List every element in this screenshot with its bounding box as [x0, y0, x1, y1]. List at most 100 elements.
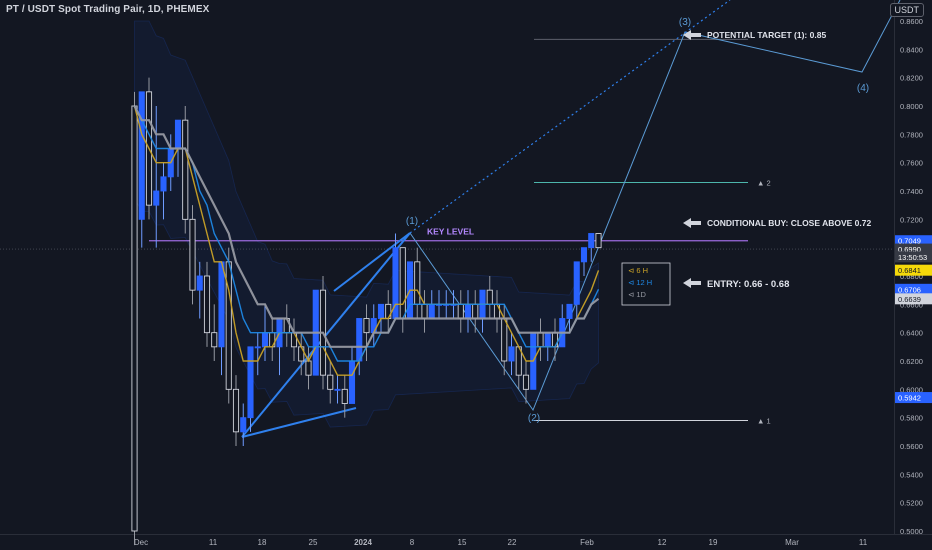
candle-body[interactable]	[414, 261, 421, 305]
y-tick-label: 0.6400	[900, 329, 923, 338]
price-label: 0.6841	[898, 266, 921, 275]
y-tick-label: 0.6200	[900, 357, 923, 366]
wave-label: (3)	[679, 17, 691, 28]
price-label-bg	[895, 251, 932, 263]
y-tick-label: 0.6000	[900, 385, 923, 394]
y-tick-label: 0.8600	[900, 17, 923, 26]
price-label-bg	[895, 264, 932, 276]
wave-label: (2)	[528, 413, 540, 424]
candle-body[interactable]	[203, 275, 211, 334]
moving-average-line[interactable]	[133, 105, 600, 348]
wave-line-low[interactable]	[241, 407, 357, 438]
symbol-title: PT / USDT Spot Trading Pair, 1D, PHEMEX	[6, 4, 210, 15]
candle-body[interactable]	[182, 119, 189, 220]
candle-body[interactable]	[464, 303, 472, 319]
candle-body[interactable]	[131, 105, 138, 532]
entry-arrow	[683, 278, 701, 288]
candle-body[interactable]	[189, 218, 196, 291]
wave-label: (1)	[406, 216, 418, 227]
candle-body[interactable]	[501, 318, 508, 362]
candle-body[interactable]	[211, 332, 218, 348]
candle-body[interactable]	[457, 303, 464, 319]
price-label-bg	[895, 235, 932, 247]
candle-body[interactable]	[153, 190, 160, 206]
candle-body[interactable]	[348, 360, 356, 404]
x-tick-label: 25	[309, 538, 318, 547]
conditional-buy-arrow	[683, 218, 701, 228]
candle-body[interactable]	[356, 318, 363, 362]
price-label-bg	[895, 283, 932, 295]
y-tick-label: 0.7200	[900, 215, 923, 224]
elliott-wave-path[interactable]	[409, 0, 901, 412]
x-tick-label: 15	[458, 538, 467, 547]
candle-body[interactable]	[261, 332, 269, 348]
price-label-bg	[895, 392, 932, 404]
y-tick-label: 0.5000	[900, 527, 923, 536]
candle-body[interactable]	[537, 332, 544, 348]
price-label-bg	[895, 243, 932, 255]
x-tick-label: 2024	[354, 538, 372, 547]
currency-button[interactable]: USDT	[889, 3, 924, 17]
candle-body[interactable]	[232, 388, 240, 433]
wave-line-mid[interactable]	[333, 232, 411, 292]
candle-body[interactable]	[218, 261, 225, 348]
x-tick-label: Feb	[580, 538, 594, 547]
x-tick-label: 12	[658, 538, 667, 547]
candle-body[interactable]	[522, 374, 530, 390]
candle-body[interactable]	[377, 303, 385, 319]
candle-body[interactable]	[174, 119, 182, 149]
y-tick-label: 0.7800	[900, 130, 923, 139]
candle-body[interactable]	[595, 233, 602, 249]
x-tick-label: 8	[410, 538, 415, 547]
y-tick-label: 0.5200	[900, 499, 923, 508]
candle-body[interactable]	[305, 360, 312, 376]
price-label: 0.5942	[898, 394, 921, 403]
candle-body[interactable]	[566, 303, 573, 319]
candle-body[interactable]	[508, 346, 515, 362]
x-tick-label: 18	[258, 538, 267, 547]
candle-body[interactable]	[472, 303, 479, 319]
candle-body[interactable]	[588, 233, 595, 249]
x-tick-label: Dec	[134, 538, 148, 547]
price-label-bg	[895, 293, 932, 305]
candle-body[interactable]	[544, 332, 551, 348]
ma-box-label: ⊲ 12 H	[628, 278, 652, 287]
y-tick-label: 0.6800	[900, 272, 923, 281]
x-tick-label: 11	[859, 538, 868, 547]
candle-body[interactable]	[580, 247, 588, 263]
candle-body[interactable]	[240, 417, 247, 433]
y-tick-label: 0.8400	[900, 45, 923, 54]
y-tick-label: 0.5800	[900, 414, 923, 423]
ma-box-label: ⊲ 6 H	[628, 266, 648, 275]
level-1-mark: ▲ 1	[757, 417, 771, 426]
y-tick-label: 0.5600	[900, 442, 923, 451]
target-arrow	[683, 30, 701, 40]
candle-body[interactable]	[363, 318, 370, 334]
price-label: 13:50:53	[898, 253, 927, 262]
y-tick-label: 0.6600	[900, 300, 923, 309]
candle-body[interactable]	[138, 91, 145, 220]
candle-body[interactable]	[254, 346, 261, 349]
candle-body[interactable]	[399, 247, 406, 319]
candle-body[interactable]	[573, 261, 580, 305]
x-tick-label: 22	[508, 538, 517, 547]
extension-dotted-line[interactable]	[409, 0, 731, 234]
candle-body[interactable]	[160, 176, 167, 192]
y-tick-label: 0.8000	[900, 102, 923, 111]
y-tick-label: 0.8200	[900, 74, 923, 83]
candle-body[interactable]	[334, 388, 341, 391]
candle-body[interactable]	[486, 289, 493, 305]
candle-body[interactable]	[428, 303, 435, 319]
price-label: 0.6990	[898, 245, 921, 254]
candle-body[interactable]	[327, 374, 334, 390]
candle-body[interactable]	[196, 275, 203, 291]
price-label: 0.6706	[898, 285, 921, 294]
candle-body[interactable]	[341, 388, 348, 404]
candle-body[interactable]	[247, 346, 254, 419]
candle-body[interactable]	[421, 303, 428, 319]
y-tick-label: 0.7400	[900, 187, 923, 196]
price-label: 0.7049	[898, 237, 921, 246]
potential-target-label: POTENTIAL TARGET (1): 0.85	[707, 30, 826, 40]
